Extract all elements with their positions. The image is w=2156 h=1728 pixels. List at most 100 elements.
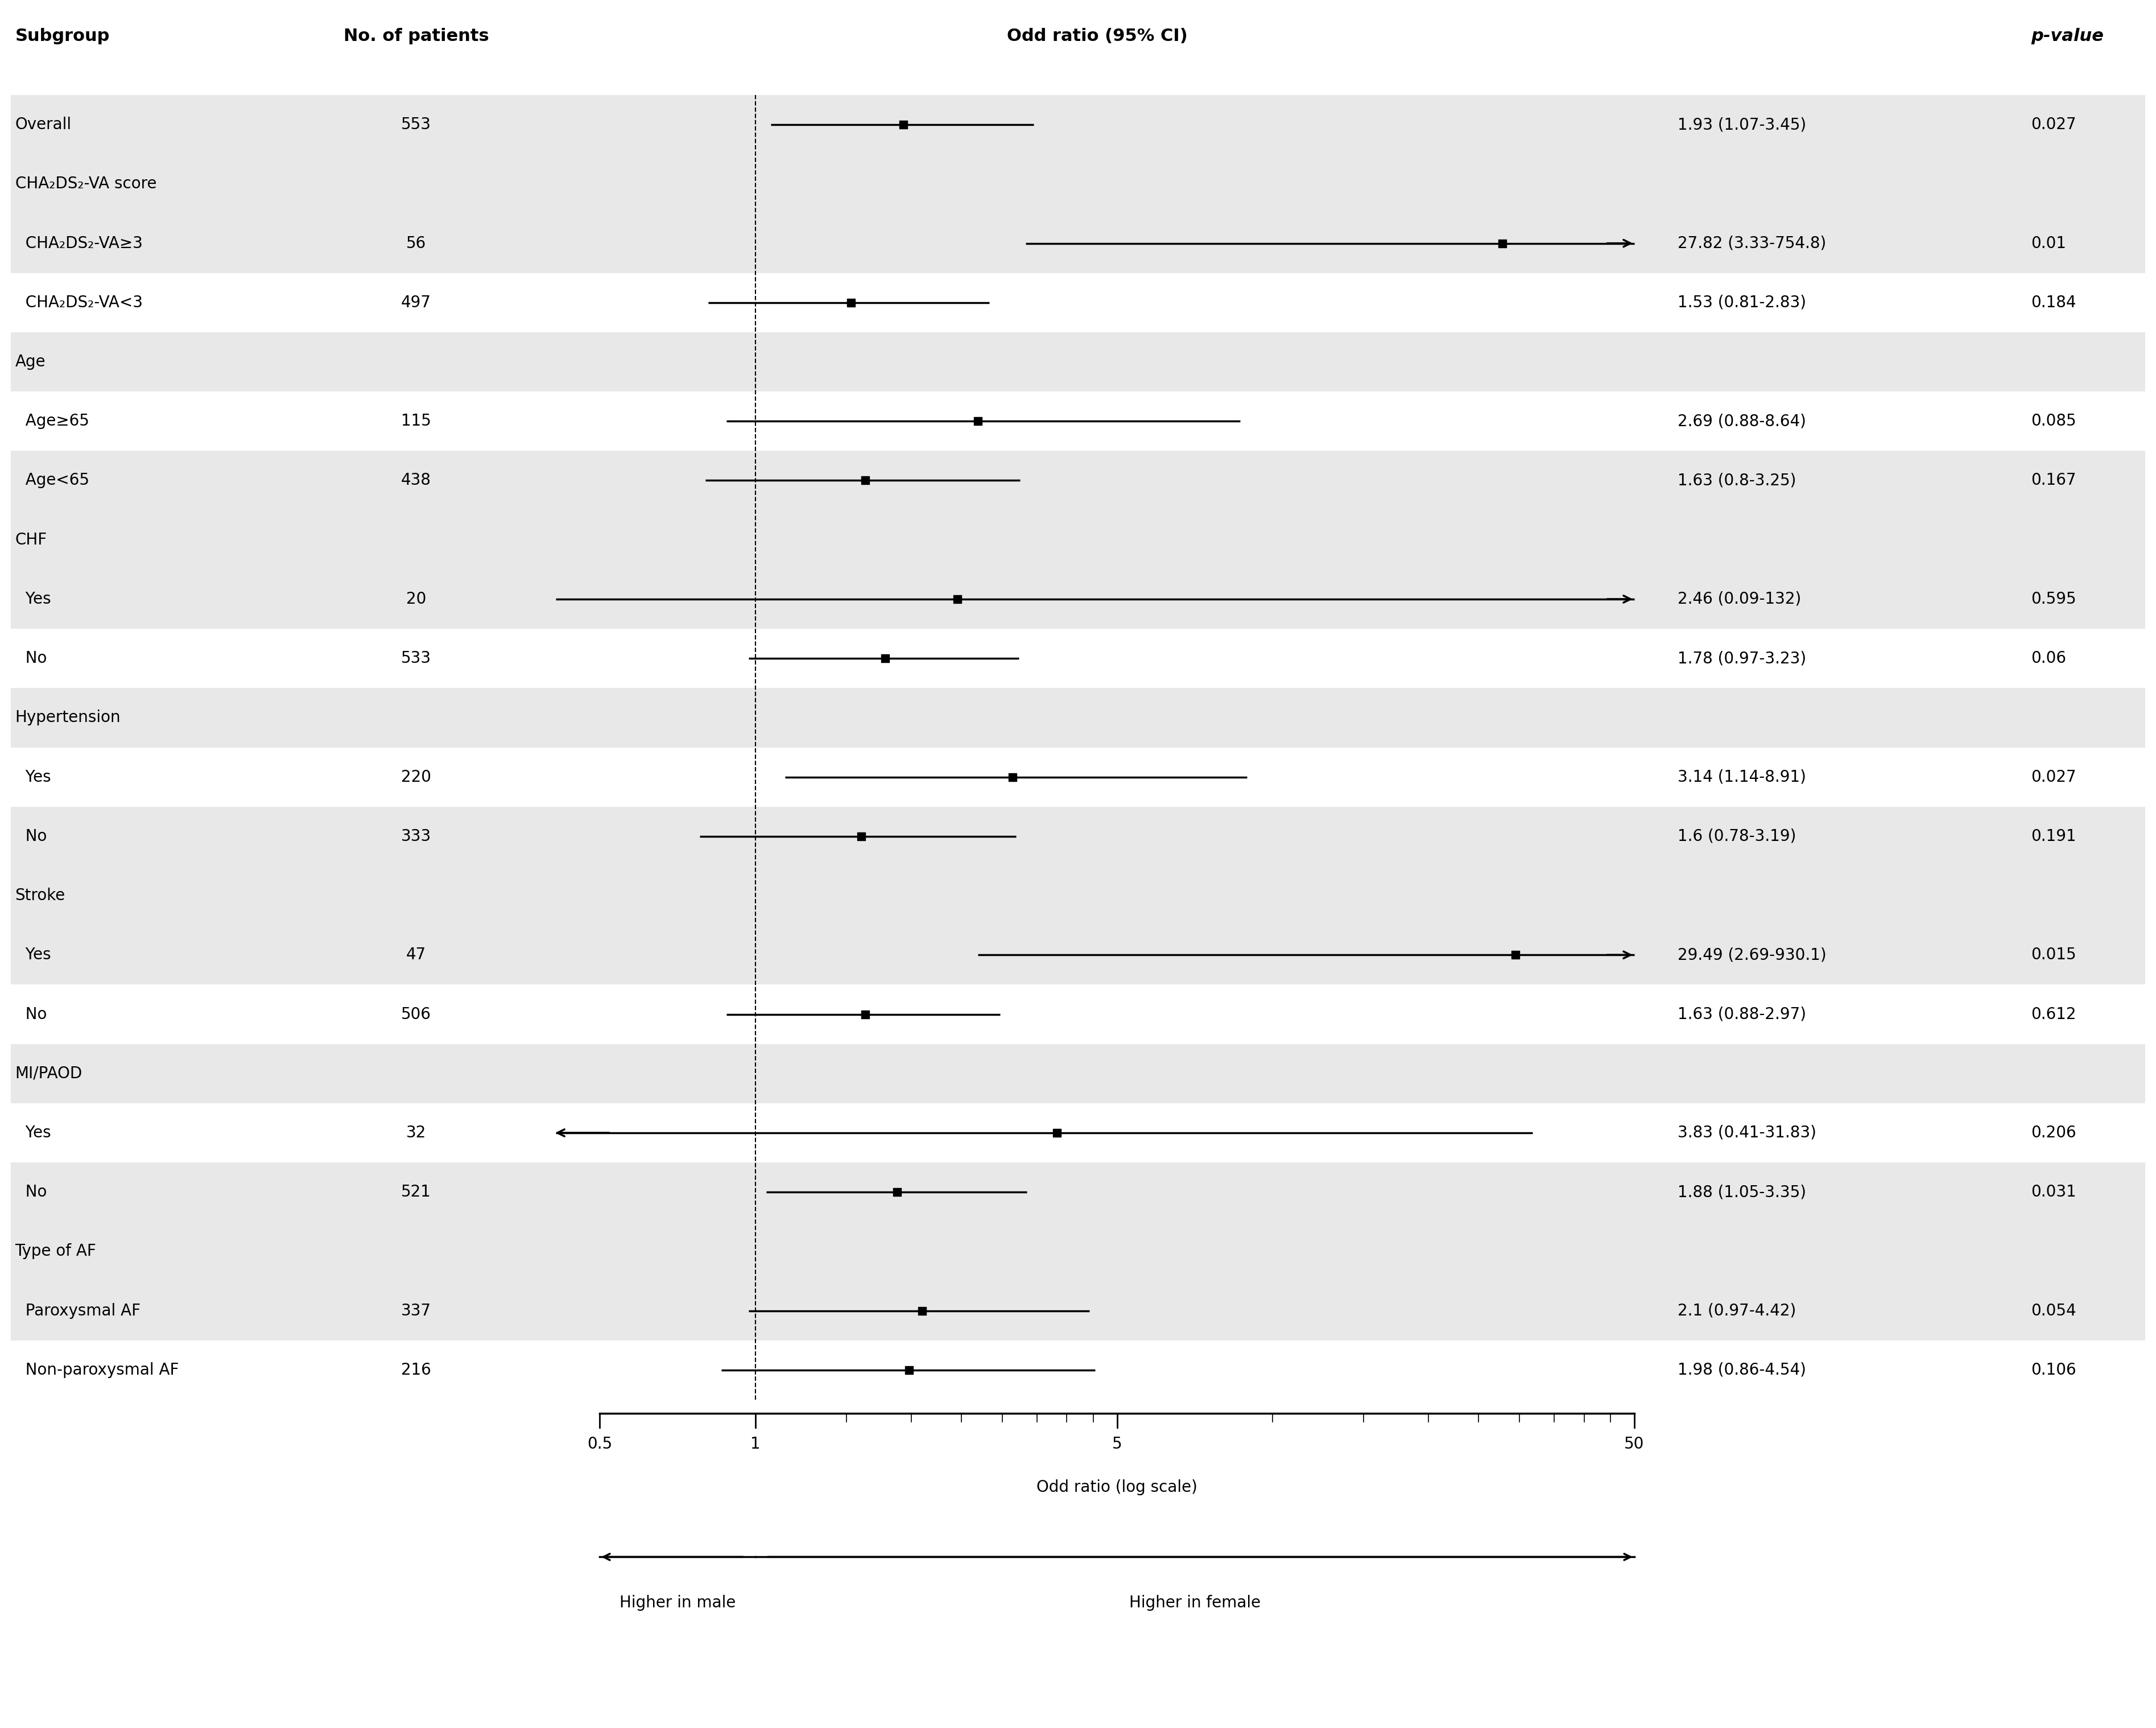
Text: Overall: Overall (15, 118, 71, 133)
Text: 506: 506 (401, 1006, 431, 1023)
Text: 0.06: 0.06 (2031, 650, 2065, 667)
Text: No: No (15, 650, 47, 667)
Bar (11, 924, 2145, 985)
Text: 20: 20 (405, 591, 427, 607)
Bar (11, 154, 2145, 214)
Text: No: No (15, 1184, 47, 1199)
Text: 0.191: 0.191 (2031, 828, 2076, 845)
Text: CHA₂DS₂-VA<3: CHA₂DS₂-VA<3 (15, 295, 142, 311)
Text: 2.46 (0.09-132): 2.46 (0.09-132) (1677, 591, 1800, 607)
Text: 553: 553 (401, 118, 431, 133)
Point (834, 289, 869, 316)
Text: 533: 533 (401, 650, 431, 667)
Text: 521: 521 (401, 1184, 431, 1199)
Text: 0.167: 0.167 (2031, 472, 2076, 489)
Text: 0.01: 0.01 (2031, 235, 2065, 251)
Bar (11, 1163, 2145, 1222)
Text: Odd ratio (95% CI): Odd ratio (95% CI) (1007, 28, 1188, 45)
Text: 0.595: 0.595 (2031, 591, 2076, 607)
Text: 1.88 (1.05-3.35): 1.88 (1.05-3.35) (1677, 1184, 1807, 1199)
Text: Stroke: Stroke (15, 888, 65, 904)
Text: p-value: p-value (2031, 28, 2104, 45)
Text: No: No (15, 828, 47, 845)
Text: No: No (15, 1006, 47, 1023)
Bar (11, 332, 2145, 392)
Text: 1: 1 (750, 1436, 761, 1452)
Text: 216: 216 (401, 1362, 431, 1377)
Text: 0.027: 0.027 (2031, 118, 2076, 133)
Bar (11, 688, 2145, 746)
Text: 3.14 (1.14-8.91): 3.14 (1.14-8.91) (1677, 769, 1807, 785)
Text: 27.82 (3.33-754.8): 27.82 (3.33-754.8) (1677, 235, 1826, 251)
Bar (11, 866, 2145, 924)
Point (886, 111, 921, 138)
Text: 1.63 (0.88-2.97): 1.63 (0.88-2.97) (1677, 1006, 1807, 1023)
Text: 1.93 (1.07-3.45): 1.93 (1.07-3.45) (1677, 118, 1807, 133)
Text: Odd ratio (log scale): Odd ratio (log scale) (1037, 1479, 1197, 1495)
Text: 1.6 (0.78-3.19): 1.6 (0.78-3.19) (1677, 828, 1796, 845)
Text: Age: Age (15, 354, 45, 370)
Text: 0.031: 0.031 (2031, 1184, 2076, 1199)
Text: CHA₂DS₂-VA score: CHA₂DS₂-VA score (15, 176, 157, 192)
Text: Yes: Yes (15, 947, 52, 962)
Text: 1.98 (0.86-4.54): 1.98 (0.86-4.54) (1677, 1362, 1807, 1377)
Bar (11, 451, 2145, 510)
Point (867, 645, 901, 672)
Text: 438: 438 (401, 472, 431, 489)
Point (893, 1356, 927, 1384)
Text: MI/PAOD: MI/PAOD (15, 1066, 82, 1082)
Text: 2.1 (0.97-4.42): 2.1 (0.97-4.42) (1677, 1303, 1796, 1318)
Text: 0.184: 0.184 (2031, 295, 2076, 311)
Text: Age≥65: Age≥65 (15, 413, 88, 429)
Bar (11, 95, 2145, 154)
Bar (11, 1280, 2145, 1341)
Text: 220: 220 (401, 769, 431, 785)
Text: Yes: Yes (15, 591, 52, 607)
Text: 333: 333 (401, 828, 431, 845)
Text: 115: 115 (401, 413, 431, 429)
Text: 3.83 (0.41-31.83): 3.83 (0.41-31.83) (1677, 1125, 1815, 1140)
Text: 0.612: 0.612 (2031, 1006, 2076, 1023)
Text: 2.69 (0.88-8.64): 2.69 (0.88-8.64) (1677, 413, 1807, 429)
Text: Subgroup: Subgroup (15, 28, 110, 45)
Bar (11, 807, 2145, 866)
Point (880, 1178, 914, 1206)
Text: CHF: CHF (15, 532, 47, 548)
Text: 497: 497 (401, 295, 431, 311)
Text: Hypertension: Hypertension (15, 710, 121, 726)
Point (1485, 230, 1520, 257)
Text: 0.5: 0.5 (586, 1436, 612, 1452)
Text: 0.015: 0.015 (2031, 947, 2076, 962)
Text: 29.49 (2.69-930.1): 29.49 (2.69-930.1) (1677, 947, 1826, 962)
Text: 0.206: 0.206 (2031, 1125, 2076, 1140)
Text: 50: 50 (1623, 1436, 1645, 1452)
Text: 0.085: 0.085 (2031, 413, 2076, 429)
Bar (11, 1044, 2145, 1102)
Point (1039, 1120, 1074, 1147)
Point (906, 1298, 940, 1325)
Text: Higher in female: Higher in female (1130, 1595, 1261, 1610)
Text: 1.53 (0.81-2.83): 1.53 (0.81-2.83) (1677, 295, 1807, 311)
Text: 0.106: 0.106 (2031, 1362, 2076, 1377)
Text: No. of patients: No. of patients (343, 28, 489, 45)
Point (847, 1001, 882, 1028)
Text: 56: 56 (405, 235, 427, 251)
Bar (11, 214, 2145, 273)
Text: 0.027: 0.027 (2031, 769, 2076, 785)
Text: 5: 5 (1112, 1436, 1121, 1452)
Text: Non-paroxysmal AF: Non-paroxysmal AF (15, 1362, 179, 1377)
Text: Yes: Yes (15, 769, 52, 785)
Point (996, 764, 1031, 791)
Text: Type of AF: Type of AF (15, 1244, 97, 1260)
Point (843, 823, 877, 850)
Point (959, 408, 994, 435)
Point (940, 586, 975, 613)
Bar (11, 510, 2145, 570)
Text: Higher in male: Higher in male (619, 1595, 735, 1610)
Bar (11, 570, 2145, 629)
Bar (11, 1222, 2145, 1280)
Text: 32: 32 (405, 1125, 427, 1140)
Text: 1.63 (0.8-3.25): 1.63 (0.8-3.25) (1677, 472, 1796, 489)
Point (847, 467, 882, 494)
Text: 47: 47 (405, 947, 427, 962)
